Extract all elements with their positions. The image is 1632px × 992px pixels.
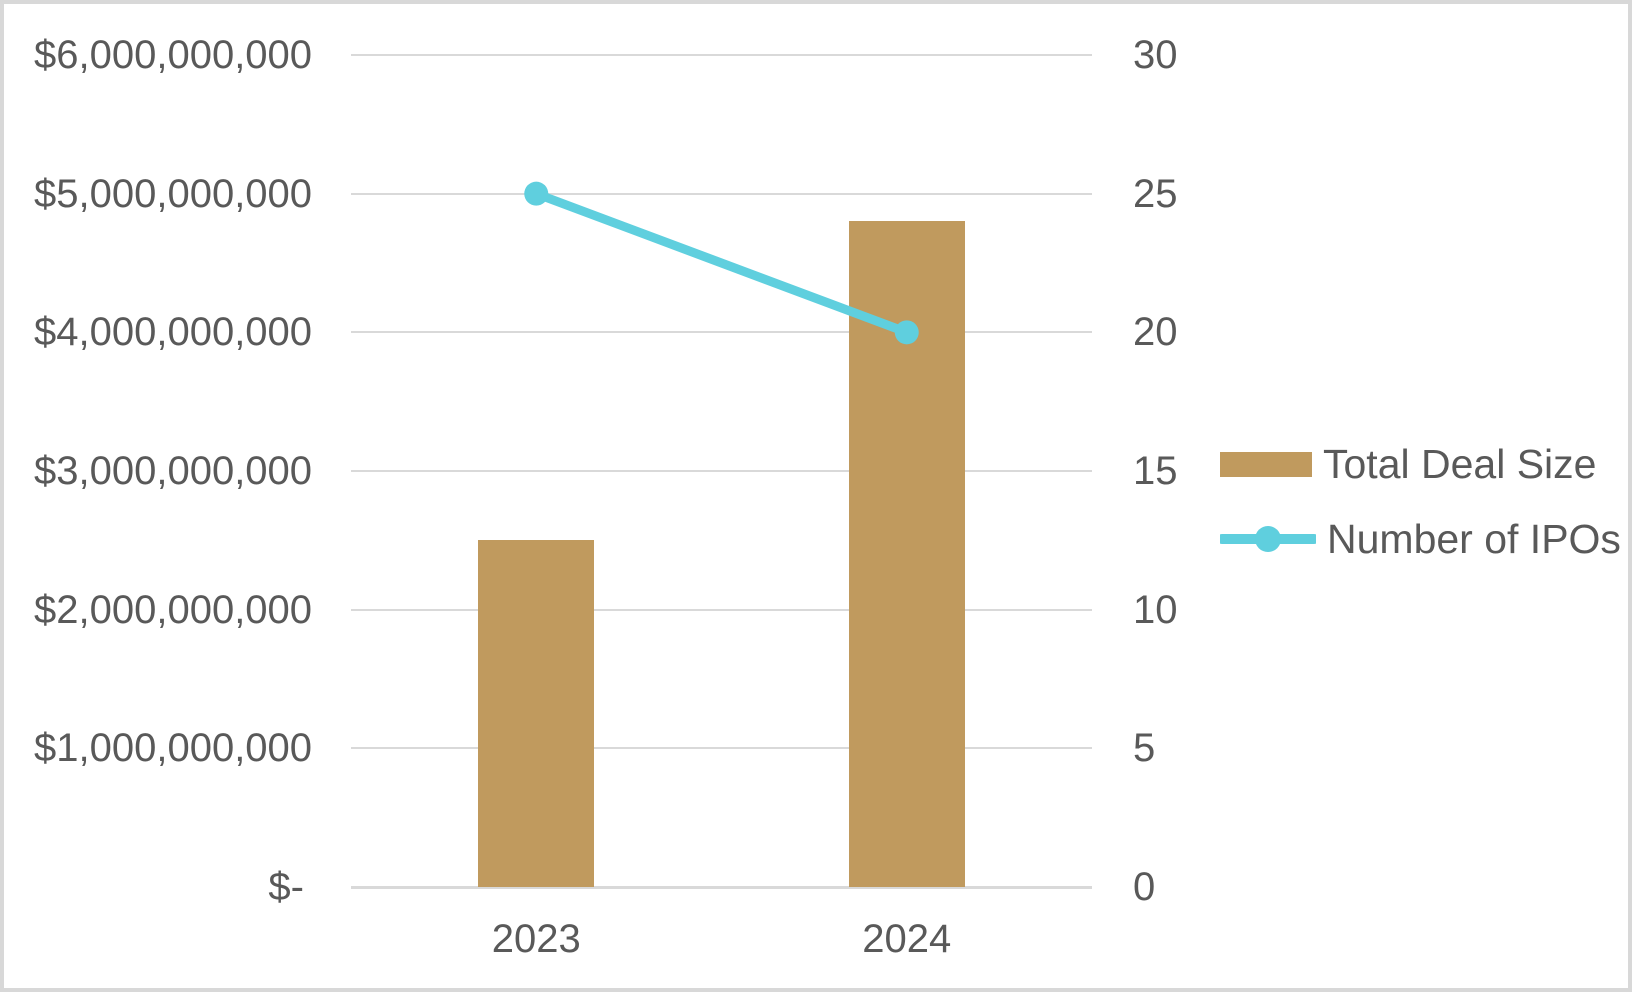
gridline <box>351 54 1092 56</box>
gridline <box>351 192 1092 195</box>
legend-item-label: Total Deal Size <box>1323 441 1597 487</box>
gridline <box>351 608 1092 611</box>
x-axis-tick-label: 2024 <box>862 917 952 961</box>
y-axis-left-tick-label: $1,000,000,000 <box>34 726 313 771</box>
y-axis-right-tick-label: 25 <box>1133 171 1178 216</box>
legend-bar-swatch <box>1220 451 1312 477</box>
legend: Total Deal Size Number of IPOs <box>1220 440 1621 590</box>
gridline <box>351 747 1092 750</box>
y-axis-left-tick-label: $4,000,000,000 <box>34 310 313 355</box>
y-axis-right-tick-label: 10 <box>1133 587 1178 632</box>
x-axis-tick-label: 2023 <box>491 917 581 961</box>
gridline <box>351 470 1092 472</box>
x-axis-line <box>351 886 1092 889</box>
legend-item: Total Deal Size <box>1220 440 1621 488</box>
y-axis-right-tick-label: 0 <box>1133 865 1156 909</box>
y-axis-left-tick-label: $3,000,000,000 <box>34 449 313 493</box>
gridline <box>351 331 1092 334</box>
legend-line-swatch <box>1220 526 1316 552</box>
legend-item: Number of IPOs <box>1220 515 1621 563</box>
y-axis-right-tick-label: 15 <box>1133 449 1178 493</box>
y-axis-left-tick-label: $5,000,000,000 <box>34 171 313 216</box>
y-axis-right-tick-label: 20 <box>1133 310 1178 355</box>
bar-2023 <box>478 540 595 887</box>
y-axis-left-tick-label: $2,000,000,000 <box>34 587 313 632</box>
y-axis-left-tick-label: $- <box>268 865 304 909</box>
y-axis-right-tick-label: 30 <box>1133 33 1178 77</box>
legend-item-label: Number of IPOs <box>1327 516 1621 562</box>
y-axis-left-tick-label: $6,000,000,000 <box>34 33 313 77</box>
bar-2024 <box>848 221 965 887</box>
y-axis-right-tick-label: 5 <box>1133 726 1156 771</box>
